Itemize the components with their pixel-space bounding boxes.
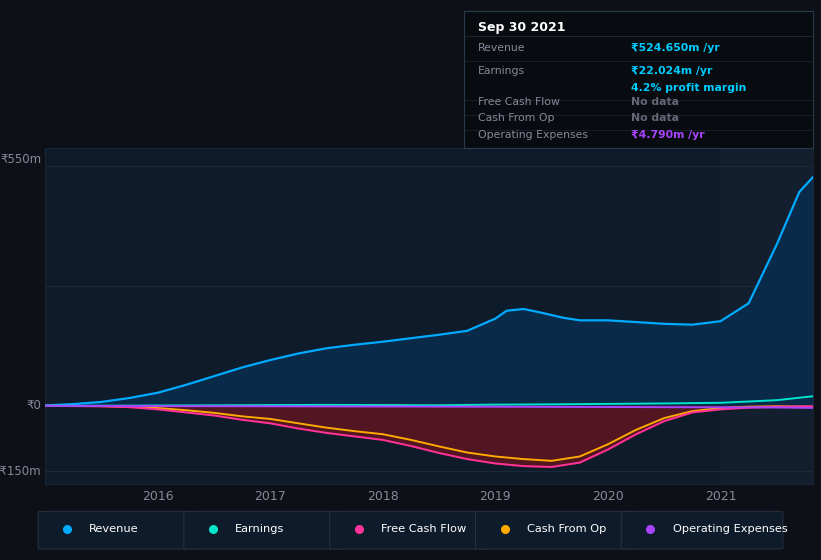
Text: ₹22.024m /yr: ₹22.024m /yr — [631, 66, 713, 76]
Text: Operating Expenses: Operating Expenses — [672, 524, 787, 534]
Text: 4.2% profit margin: 4.2% profit margin — [631, 83, 747, 93]
Bar — [721, 148, 813, 484]
FancyBboxPatch shape — [38, 511, 200, 549]
Text: Sep 30 2021: Sep 30 2021 — [478, 21, 566, 34]
Text: -₹150m: -₹150m — [0, 465, 41, 478]
FancyBboxPatch shape — [621, 511, 783, 549]
FancyBboxPatch shape — [475, 511, 637, 549]
FancyBboxPatch shape — [330, 511, 491, 549]
Text: Free Cash Flow: Free Cash Flow — [478, 97, 560, 108]
Text: Operating Expenses: Operating Expenses — [478, 130, 588, 139]
Text: Earnings: Earnings — [235, 524, 285, 534]
Text: Earnings: Earnings — [478, 66, 525, 76]
Text: ₹550m: ₹550m — [0, 153, 41, 166]
FancyBboxPatch shape — [184, 511, 346, 549]
Text: Cash From Op: Cash From Op — [527, 524, 606, 534]
Text: Revenue: Revenue — [478, 43, 525, 53]
Text: ₹524.650m /yr: ₹524.650m /yr — [631, 43, 720, 53]
Text: No data: No data — [631, 97, 679, 108]
Text: ₹0: ₹0 — [26, 399, 41, 412]
Text: ₹4.790m /yr: ₹4.790m /yr — [631, 130, 705, 139]
Text: Free Cash Flow: Free Cash Flow — [381, 524, 466, 534]
Text: Revenue: Revenue — [89, 524, 139, 534]
Text: Cash From Op: Cash From Op — [478, 113, 554, 123]
Text: No data: No data — [631, 113, 679, 123]
